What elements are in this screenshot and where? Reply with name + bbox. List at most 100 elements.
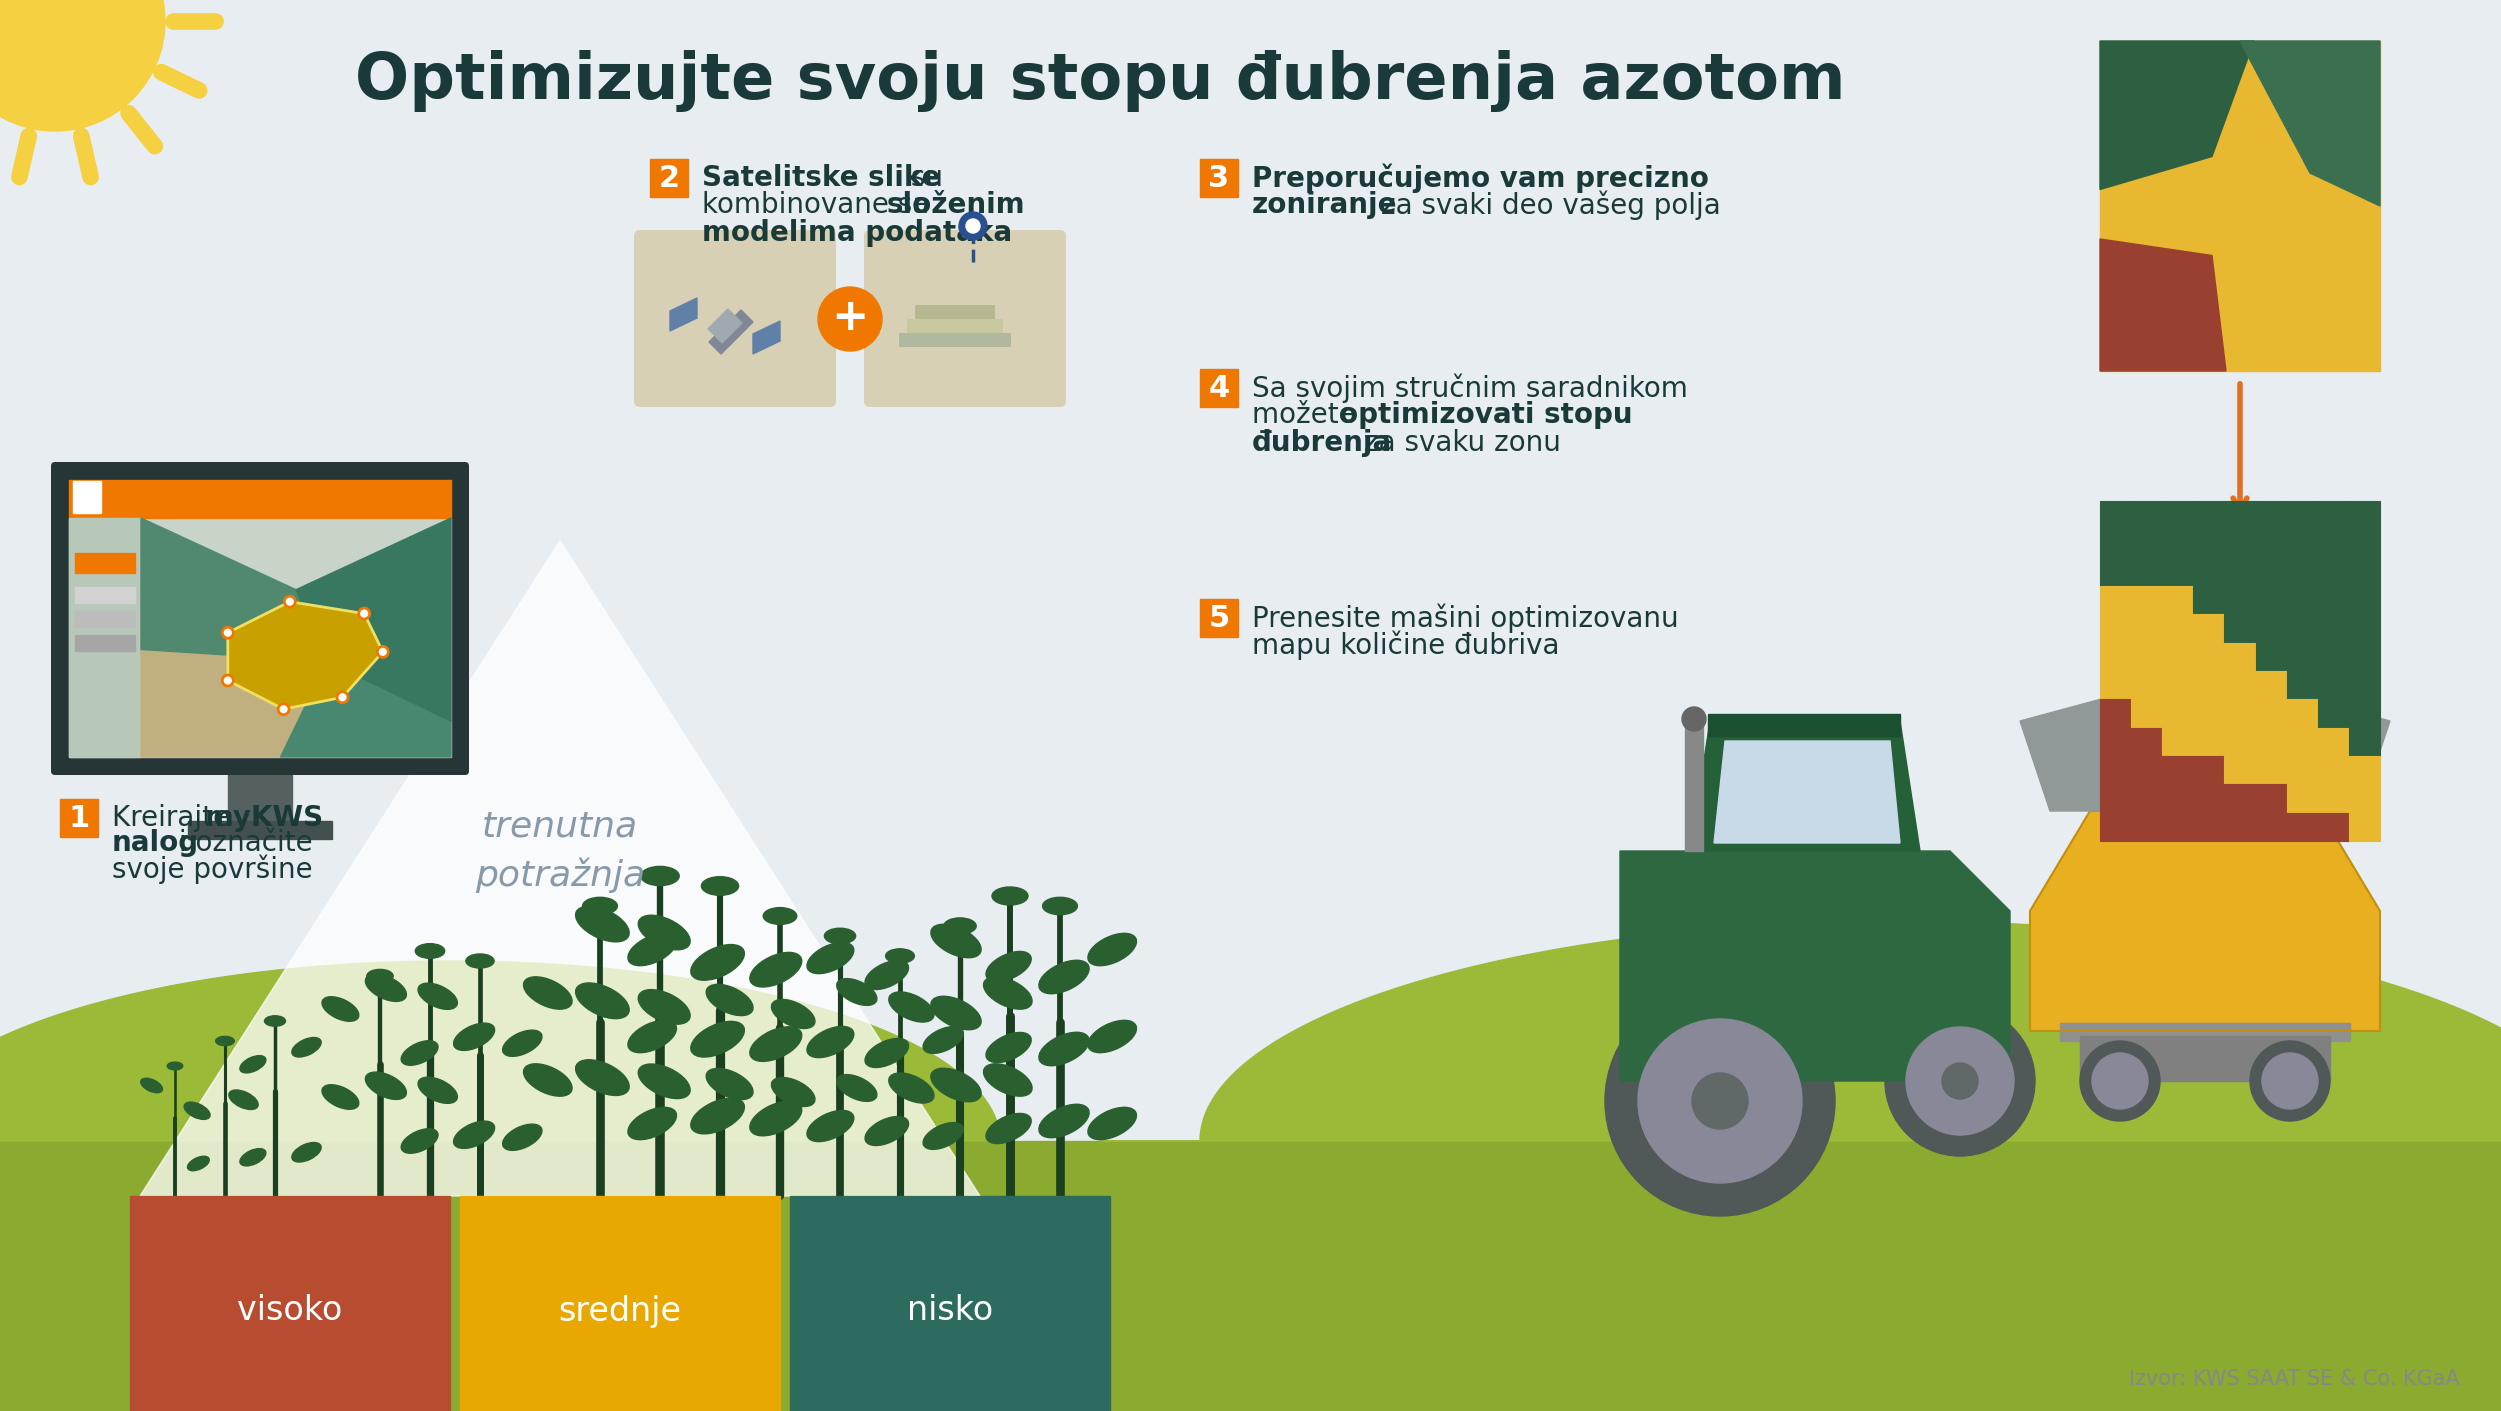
Ellipse shape bbox=[838, 1075, 878, 1102]
Polygon shape bbox=[0, 961, 1000, 1141]
Ellipse shape bbox=[838, 979, 878, 1006]
Text: kombinovane sa: kombinovane sa bbox=[703, 190, 938, 219]
Ellipse shape bbox=[865, 1116, 908, 1146]
Bar bbox=[2101, 614, 2131, 642]
Bar bbox=[1200, 370, 1238, 406]
Polygon shape bbox=[1713, 741, 1901, 842]
Polygon shape bbox=[2101, 238, 2226, 371]
Bar bbox=[2256, 785, 2286, 813]
Ellipse shape bbox=[983, 976, 1033, 1009]
Bar bbox=[2318, 529, 2348, 557]
Ellipse shape bbox=[465, 954, 495, 968]
Ellipse shape bbox=[1038, 961, 1088, 993]
Bar bbox=[2101, 557, 2131, 586]
Bar bbox=[1200, 600, 1238, 636]
Bar bbox=[2101, 728, 2131, 756]
Bar bbox=[2163, 586, 2193, 614]
Ellipse shape bbox=[1038, 1033, 1088, 1065]
Circle shape bbox=[358, 608, 370, 619]
Ellipse shape bbox=[188, 1156, 210, 1171]
Bar bbox=[2256, 557, 2286, 586]
Bar bbox=[2256, 614, 2286, 642]
Ellipse shape bbox=[885, 948, 915, 964]
Bar bbox=[228, 769, 293, 823]
Ellipse shape bbox=[365, 974, 408, 1002]
Ellipse shape bbox=[415, 944, 445, 958]
Circle shape bbox=[1941, 1062, 1978, 1099]
Ellipse shape bbox=[930, 924, 980, 958]
Bar bbox=[2256, 501, 2286, 529]
Ellipse shape bbox=[770, 999, 815, 1029]
Bar bbox=[2348, 642, 2381, 672]
Polygon shape bbox=[708, 310, 753, 354]
Bar bbox=[2081, 1036, 2331, 1081]
Ellipse shape bbox=[865, 1038, 908, 1068]
Bar bbox=[2256, 672, 2286, 700]
Ellipse shape bbox=[628, 1108, 675, 1140]
Text: 4: 4 bbox=[1208, 374, 1230, 402]
Bar bbox=[2163, 700, 2193, 728]
Bar bbox=[2286, 672, 2318, 700]
Ellipse shape bbox=[1088, 1108, 1135, 1140]
Bar bbox=[2318, 813, 2348, 841]
Text: optimizovati stopu: optimizovati stopu bbox=[1338, 401, 1633, 429]
Bar bbox=[2318, 728, 2348, 756]
Bar bbox=[2256, 642, 2286, 672]
Bar bbox=[2101, 642, 2131, 672]
Bar bbox=[2223, 586, 2256, 614]
Bar bbox=[2193, 586, 2223, 614]
Polygon shape bbox=[280, 662, 450, 756]
FancyBboxPatch shape bbox=[633, 230, 835, 406]
Bar bbox=[130, 1197, 450, 1411]
Bar bbox=[2256, 529, 2286, 557]
Bar bbox=[2193, 700, 2223, 728]
Ellipse shape bbox=[888, 1072, 933, 1103]
Bar bbox=[2223, 501, 2256, 529]
Text: su: su bbox=[903, 164, 943, 192]
Bar bbox=[0, 1141, 2501, 1411]
Bar bbox=[2163, 642, 2193, 672]
Bar bbox=[2318, 642, 2348, 672]
Bar bbox=[2163, 728, 2193, 756]
Text: nisko: nisko bbox=[908, 1294, 993, 1328]
Ellipse shape bbox=[323, 996, 358, 1022]
Text: modelima podataka: modelima podataka bbox=[703, 219, 1013, 247]
Circle shape bbox=[338, 691, 348, 703]
Ellipse shape bbox=[265, 1016, 285, 1026]
FancyBboxPatch shape bbox=[50, 461, 470, 775]
Ellipse shape bbox=[638, 989, 690, 1024]
Ellipse shape bbox=[168, 1062, 183, 1070]
Bar bbox=[2163, 557, 2193, 586]
Bar bbox=[2131, 813, 2163, 841]
Ellipse shape bbox=[690, 1098, 745, 1134]
Text: Preporučujemo vam precizno: Preporučujemo vam precizno bbox=[1253, 164, 1708, 193]
Polygon shape bbox=[140, 540, 980, 1197]
Text: 3: 3 bbox=[1208, 164, 1230, 192]
Text: složenim: složenim bbox=[888, 190, 1025, 219]
Bar bbox=[2193, 672, 2223, 700]
Bar bbox=[2193, 557, 2223, 586]
Bar bbox=[2223, 557, 2256, 586]
Text: +: + bbox=[830, 295, 868, 339]
Bar bbox=[2318, 672, 2348, 700]
Ellipse shape bbox=[503, 1125, 543, 1150]
Bar bbox=[75, 611, 135, 626]
Circle shape bbox=[965, 219, 980, 233]
Ellipse shape bbox=[453, 1122, 495, 1149]
Circle shape bbox=[1683, 707, 1706, 731]
FancyBboxPatch shape bbox=[908, 319, 1003, 333]
Bar bbox=[2101, 756, 2131, 785]
Bar bbox=[2286, 529, 2318, 557]
Ellipse shape bbox=[985, 1113, 1030, 1143]
Bar bbox=[2223, 700, 2256, 728]
Bar bbox=[1200, 159, 1238, 198]
Bar bbox=[2193, 642, 2223, 672]
Bar bbox=[460, 1197, 780, 1411]
Polygon shape bbox=[1621, 851, 2011, 1081]
Ellipse shape bbox=[628, 933, 675, 965]
Ellipse shape bbox=[293, 1037, 320, 1057]
Ellipse shape bbox=[888, 992, 933, 1022]
Ellipse shape bbox=[993, 888, 1028, 904]
Ellipse shape bbox=[575, 906, 630, 943]
Ellipse shape bbox=[638, 916, 690, 950]
